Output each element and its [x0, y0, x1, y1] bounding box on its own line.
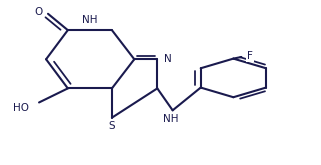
Text: S: S — [108, 121, 115, 131]
Text: F: F — [247, 51, 253, 61]
Text: O: O — [34, 7, 42, 17]
Text: N: N — [164, 54, 172, 64]
Text: NH: NH — [163, 114, 179, 124]
Text: NH: NH — [82, 15, 98, 25]
Text: HO: HO — [13, 103, 30, 113]
